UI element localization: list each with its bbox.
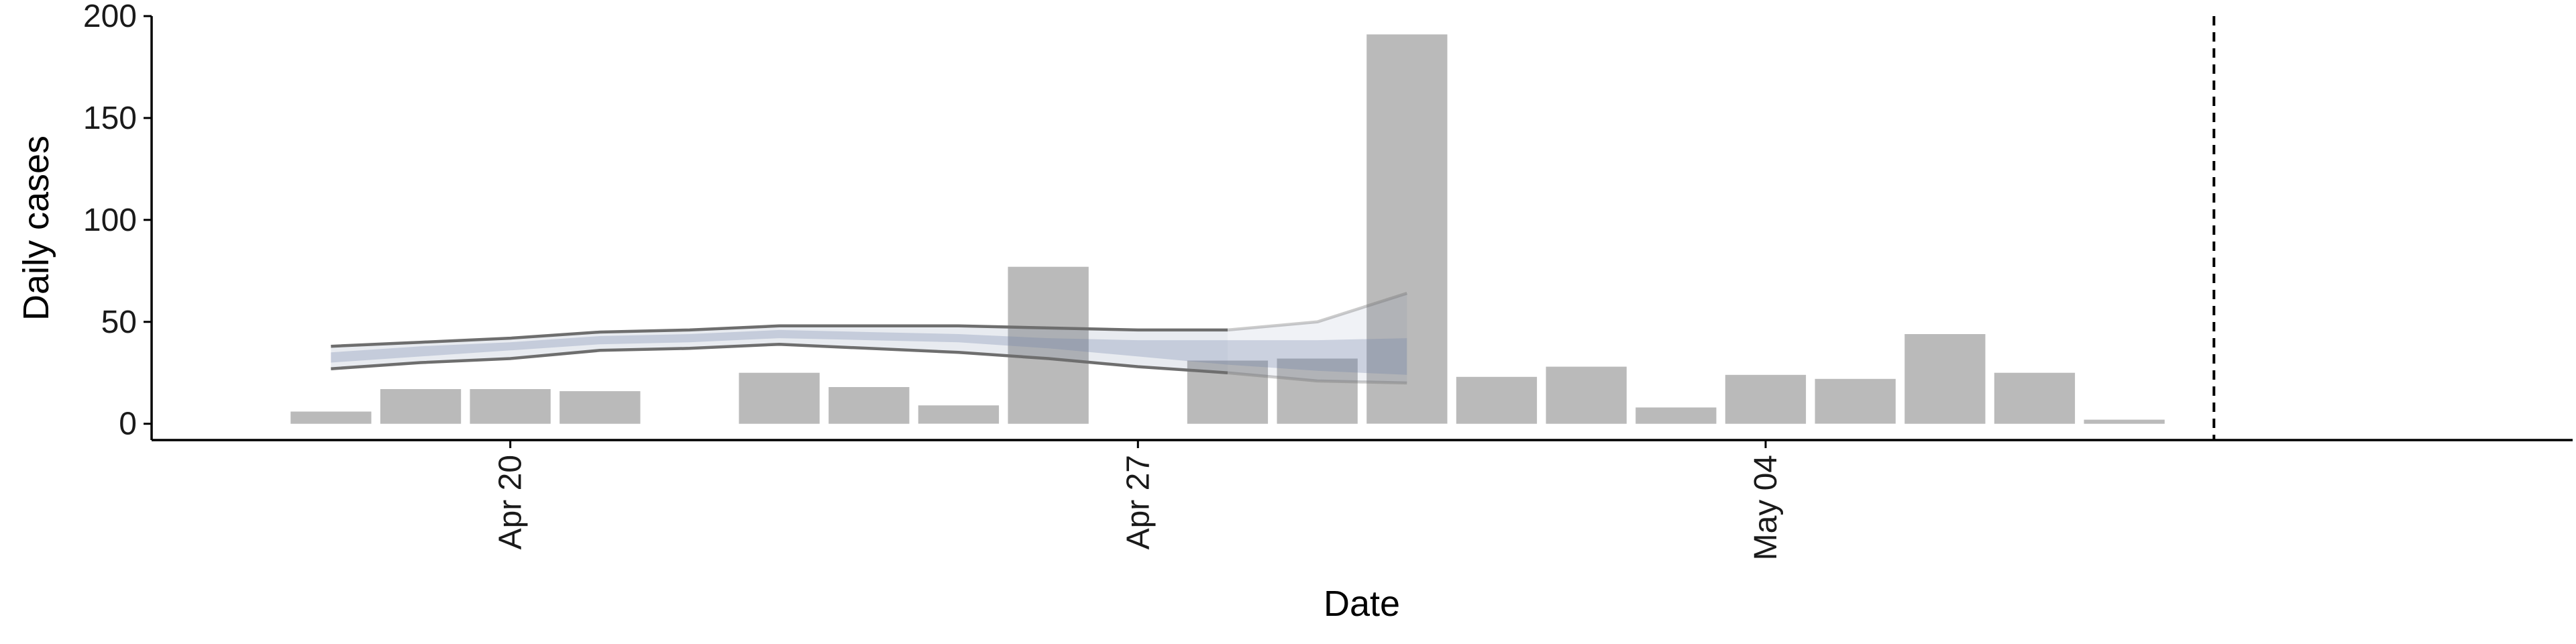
bar — [1904, 334, 1986, 424]
bar — [290, 411, 372, 424]
estimate-band-outer — [331, 325, 1228, 373]
estimate-lower-line — [331, 342, 1228, 374]
estimate-band-inner — [331, 329, 1407, 375]
bar — [1008, 266, 1089, 424]
bar — [1546, 366, 1627, 424]
bar — [1277, 358, 1358, 424]
estimate-upper-line — [331, 324, 1228, 348]
y-tick-label: 50 — [101, 305, 137, 340]
y-axis-title: Daily cases — [16, 136, 56, 321]
bar — [470, 389, 551, 424]
bar — [2084, 419, 2165, 424]
x-tick-label: Apr 20 — [493, 455, 529, 549]
bar — [559, 391, 641, 424]
x-tick-label: Apr 27 — [1120, 455, 1156, 549]
bar — [380, 389, 462, 424]
x-tick-label: May 04 — [1748, 455, 1784, 560]
bar — [828, 387, 910, 424]
y-tick-label: 200 — [83, 0, 137, 34]
bar — [918, 405, 1000, 424]
bar — [1815, 378, 1896, 424]
forecast-upper-line — [1227, 292, 1407, 332]
bar — [1456, 376, 1538, 424]
forecast-lower-line — [1227, 371, 1407, 385]
bar — [1994, 372, 2076, 424]
y-tick-label: 150 — [83, 101, 137, 136]
forecast-band-outer — [1228, 293, 1407, 383]
axes: 0 50 100 150 200 Apr 20 Apr 27 May 04 — [83, 0, 2573, 560]
x-axis-title: Date — [1324, 584, 1400, 624]
bar — [1366, 34, 1448, 424]
bar — [739, 372, 820, 424]
bar — [1635, 407, 1717, 424]
y-tick-label: 100 — [83, 203, 137, 238]
plot-area — [290, 16, 2216, 440]
bar — [1725, 374, 1807, 424]
y-tick-label: 0 — [119, 407, 137, 442]
